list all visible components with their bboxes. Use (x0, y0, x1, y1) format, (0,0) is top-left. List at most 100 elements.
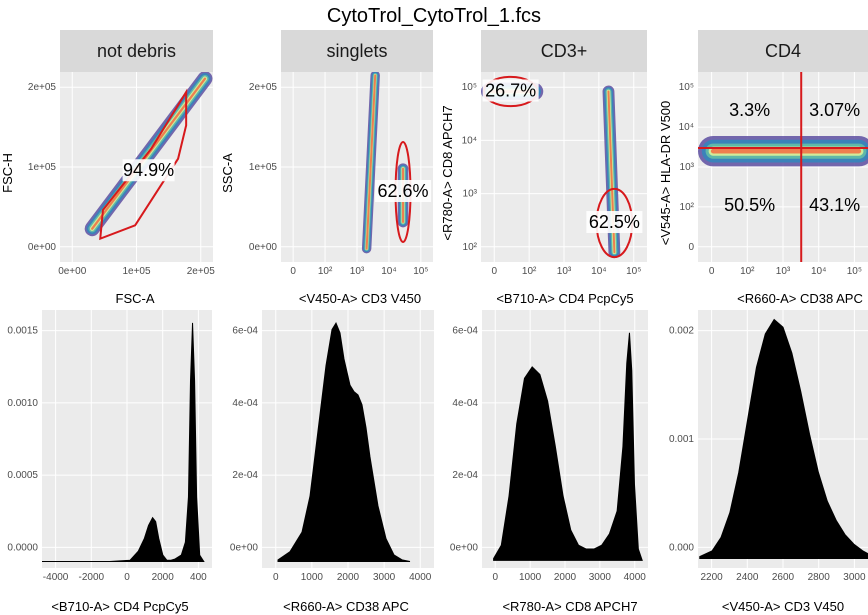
x-tick-label: 1e+05 (122, 266, 151, 277)
x-axis-label: <B710-A> CD4 PcpCy5 (51, 599, 188, 614)
x-axis-label: <R660-A> CD38 APC (737, 291, 863, 306)
y-tick-label: 0e+00 (450, 542, 479, 553)
gate-percent-label: 62.6% (378, 181, 429, 201)
density-area (277, 321, 411, 562)
x-tick-label: 10² (740, 266, 755, 277)
y-axis-label: <R780-A> CD8 APCH7 (440, 105, 455, 240)
y-tick-label: 2e+05 (28, 82, 57, 93)
y-tick-label: 0.001 (669, 434, 694, 445)
chart-panel-8: 2200 2400 2600 2800 3000 0.000 0.001 0.002 <V450… (669, 310, 868, 614)
gate-polygon (99, 88, 188, 241)
x-tick-label: 10⁵ (626, 266, 641, 277)
chart-panel-1: 0e+00 1e+05 2e+05 0e+00 1e+05 2e+05 FSC-A FSC-H… (0, 30, 215, 306)
chart-panel-3: 0 10² 10³ 10⁴ 10⁵ 10² 10³ 10⁴ 10⁵ <B710-A> CD4 Pc… (440, 30, 647, 306)
x-tick-label: 4000 (409, 572, 432, 583)
x-tick-label: 0 (709, 266, 715, 277)
x-axis-label: <B710-A> CD4 PcpCy5 (496, 291, 633, 306)
y-tick-label: 0.0010 (7, 398, 38, 409)
y-tick-label: 6e-04 (452, 326, 478, 337)
x-tick-label: 3000 (373, 572, 396, 583)
x-tick-label: 0 (491, 266, 497, 277)
x-tick-label: 10³ (776, 266, 791, 277)
x-tick-label: 1000 (301, 572, 324, 583)
x-tick-label: 10³ (557, 266, 572, 277)
y-tick-label: 10⁴ (462, 135, 477, 146)
y-tick-label: 0 (688, 242, 694, 253)
x-tick-label: 2000 (337, 572, 360, 583)
x-tick-label: 0 (290, 266, 296, 277)
x-axis-label: <R780-A> CD8 APCH7 (502, 599, 637, 614)
gate-label-bg (375, 180, 432, 202)
gate-percent-label: 94.9% (123, 160, 174, 180)
x-tick-label: 3000 (843, 572, 866, 583)
y-tick-label: 4e-04 (232, 398, 258, 409)
x-tick-label: -4000 (43, 572, 69, 583)
gate-label-bg (586, 211, 643, 234)
facet-strip (698, 30, 868, 72)
facet-strip-label: CD3+ (541, 41, 588, 61)
y-tick-label: 2e-04 (452, 470, 478, 481)
chart-grid: 0e+00 1e+05 2e+05 0e+00 1e+05 2e+05 FSC-A FSC-H… (0, 30, 868, 614)
chart-panel-4: 0 10² 10³ 10⁴ 10⁵ 0 10² 10³ 10⁴ 10⁵ <R660-A> CD38 … (658, 30, 868, 306)
y-tick-label: 0.0015 (7, 326, 38, 337)
figure-title: CytoTrol_CytoTrol_1.fcs (327, 5, 541, 27)
facet-strip (60, 30, 213, 72)
y-tick-label: 0.002 (669, 326, 694, 337)
density-layer (365, 74, 377, 250)
x-tick-label: 2000 (152, 572, 175, 583)
y-tick-label: 0.000 (669, 542, 694, 553)
x-tick-label: -2000 (79, 572, 105, 583)
y-tick-label: 10² (463, 242, 478, 253)
quadrant-percent-label: 3.07% (809, 100, 860, 120)
x-tick-label: 3000 (589, 572, 612, 583)
y-tick-label: 10⁵ (679, 82, 694, 93)
x-tick-label: 10⁴ (381, 266, 396, 277)
y-tick-label: 0.0005 (7, 470, 38, 481)
x-tick-label: 1000 (519, 572, 542, 583)
y-tick-label: 10² (680, 202, 695, 213)
x-tick-label: 10⁵ (413, 266, 428, 277)
x-tick-label: 0 (492, 572, 498, 583)
quadrant-percent-label: 43.1% (809, 195, 860, 215)
x-tick-label: 2600 (772, 572, 795, 583)
y-axis-label: FSC-H (0, 153, 15, 193)
gate-label-bg (122, 159, 175, 182)
facet-strip (281, 30, 433, 72)
x-tick-label: 4000 (624, 572, 647, 583)
gate-percent-label: 62.5% (589, 212, 640, 232)
chart-panel-5: -4000 -2000 0 2000 400 0.0000 0.0005 0.0010 0.00… (7, 310, 212, 614)
y-tick-label: 10⁵ (462, 82, 477, 93)
chart-panel-6: 0 1000 2000 3000 4000 0e+00 2e-04 4e-04 6e-04 <R6… (230, 310, 434, 614)
density-area (493, 332, 643, 561)
y-axis-label: SSC-A (220, 153, 235, 193)
y-axis-label: <V545-A> HLA-DR V500 (658, 101, 673, 246)
x-tick-label: 10⁵ (847, 266, 862, 277)
y-tick-label: 6e-04 (232, 326, 258, 337)
chart-panel-7: 0 1000 2000 3000 4000 0e+00 2e-04 4e-04 6e-04 <R7… (450, 310, 648, 614)
x-tick-label: 400 (190, 572, 207, 583)
chart-panel-2: 0 10² 10³ 10⁴ 10⁵ 0e+00 1e+05 2e+05 <V450-A> CD3… (220, 30, 433, 306)
density-area (699, 318, 868, 559)
quadrant-percent-label: 3.3% (729, 100, 770, 120)
gate-percent-label: 26.7% (485, 80, 536, 100)
x-tick-label: 2200 (700, 572, 723, 583)
facet-strip (481, 30, 647, 72)
x-tick-label: 10³ (350, 266, 365, 277)
x-tick-label: 2400 (736, 572, 759, 583)
x-tick-label: 10² (522, 266, 537, 277)
x-tick-label: 10⁴ (811, 266, 826, 277)
x-tick-label: 2000 (554, 572, 577, 583)
x-axis-label: FSC-A (116, 291, 155, 306)
y-tick-label: 0e+00 (230, 542, 259, 553)
x-axis-label: <V450-A> CD3 V450 (722, 599, 844, 614)
y-tick-label: 2e-04 (232, 470, 258, 481)
x-tick-label: 10² (318, 266, 333, 277)
x-tick-label: 10⁴ (591, 266, 606, 277)
y-tick-label: 1e+05 (249, 162, 278, 173)
x-tick-label: 2e+05 (187, 266, 216, 277)
facet-strip-label: CD4 (765, 41, 801, 61)
y-tick-label: 10³ (463, 189, 478, 200)
x-tick-label: 0e+00 (58, 266, 87, 277)
facet-strip-label: singlets (326, 41, 387, 61)
